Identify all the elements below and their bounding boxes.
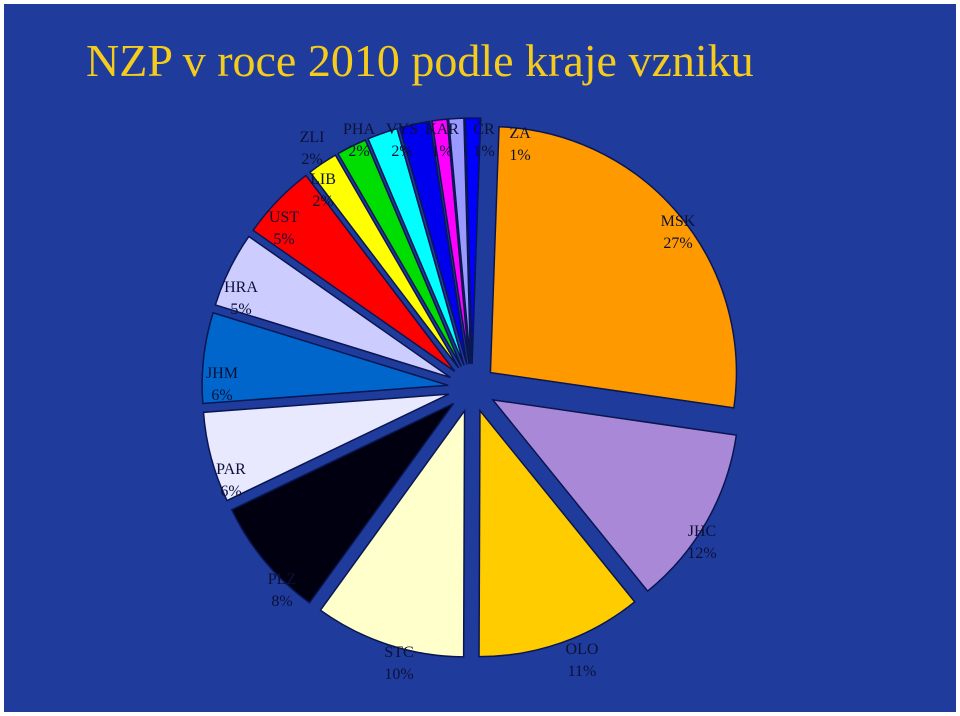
pie-labels: MSK 27% JHC 12% OLO 11% STC 10% PLZ 8% PAR 6% JHM 6% H… (206, 119, 717, 683)
pie-slice-plz (230, 402, 455, 604)
slice-label-value: 1% (473, 143, 494, 160)
slice-label-name: JHM (206, 365, 238, 382)
pie-slice-hra (214, 235, 451, 379)
pie-chart: MSK 27% JHC 12% OLO 11% STC 10% PLZ 8% PAR 6% JHM 6% H… (201, 117, 738, 683)
slide-title: NZP v roce 2010 podle kraje vzniku (86, 35, 754, 86)
slice-label-name: HRA (224, 279, 258, 296)
pie-slice-olo (478, 408, 636, 658)
pie-slice-pha (367, 127, 465, 366)
pie-slice-za (464, 117, 482, 365)
pie-slices (201, 117, 738, 658)
slice-label-value: 5% (273, 231, 294, 248)
slice-label-value: 27% (663, 235, 692, 252)
pie-slice-stc (319, 408, 466, 658)
pie-slice-jhm (201, 311, 449, 405)
slide: NZP v roce 2010 podle kraje vzniku MSK 27… (4, 4, 956, 712)
slice-label-value: 12% (687, 545, 716, 562)
slice-label-value: 2% (391, 143, 412, 160)
slice-label-name: KAR (425, 121, 459, 138)
slice-label-name: MSK (661, 213, 696, 230)
slice-label-name: LIB (310, 171, 336, 188)
slice-label-name: JHC (688, 523, 716, 540)
slice-label-value: 5% (230, 301, 251, 318)
pie-slice-zli (336, 139, 462, 367)
slice-label-value: 2% (301, 151, 322, 168)
slice-label-name: ČR (473, 119, 495, 138)
slice-label-value: 6% (211, 387, 232, 404)
slice-label-name: PLZ (268, 571, 296, 588)
slice-label-value: 2% (312, 193, 333, 210)
slice-label-value: 2% (348, 143, 369, 160)
slice-label-name: VYS (386, 121, 418, 138)
pie-slice-čr (447, 117, 472, 365)
pie-slice-ust (252, 174, 456, 372)
slice-label-value: 10% (384, 666, 413, 683)
slice-label-name: OLO (566, 641, 599, 658)
slice-label-name: STC (384, 644, 413, 661)
slice-label-value: 8% (271, 593, 292, 610)
slice-label-value: 1% (509, 147, 530, 164)
pie-slice-jhc (491, 398, 738, 593)
slice-label-name: PAR (216, 461, 246, 478)
slice-label-value: 6% (220, 483, 241, 500)
slice-label-name: ZA (509, 125, 531, 142)
slice-label-name: UST (269, 209, 299, 226)
pie-slice-lib (308, 154, 460, 369)
slice-label-value: 1% (431, 143, 452, 160)
pie-slice-kar (431, 118, 470, 365)
pie-slice-par (202, 393, 450, 502)
slice-label-name: PHA (343, 121, 375, 138)
slice-label-name: ZLI (300, 129, 325, 146)
pie-slice-msk (489, 125, 738, 409)
slice-label-value: 11% (568, 663, 597, 680)
pie-slice-vys (398, 120, 468, 365)
